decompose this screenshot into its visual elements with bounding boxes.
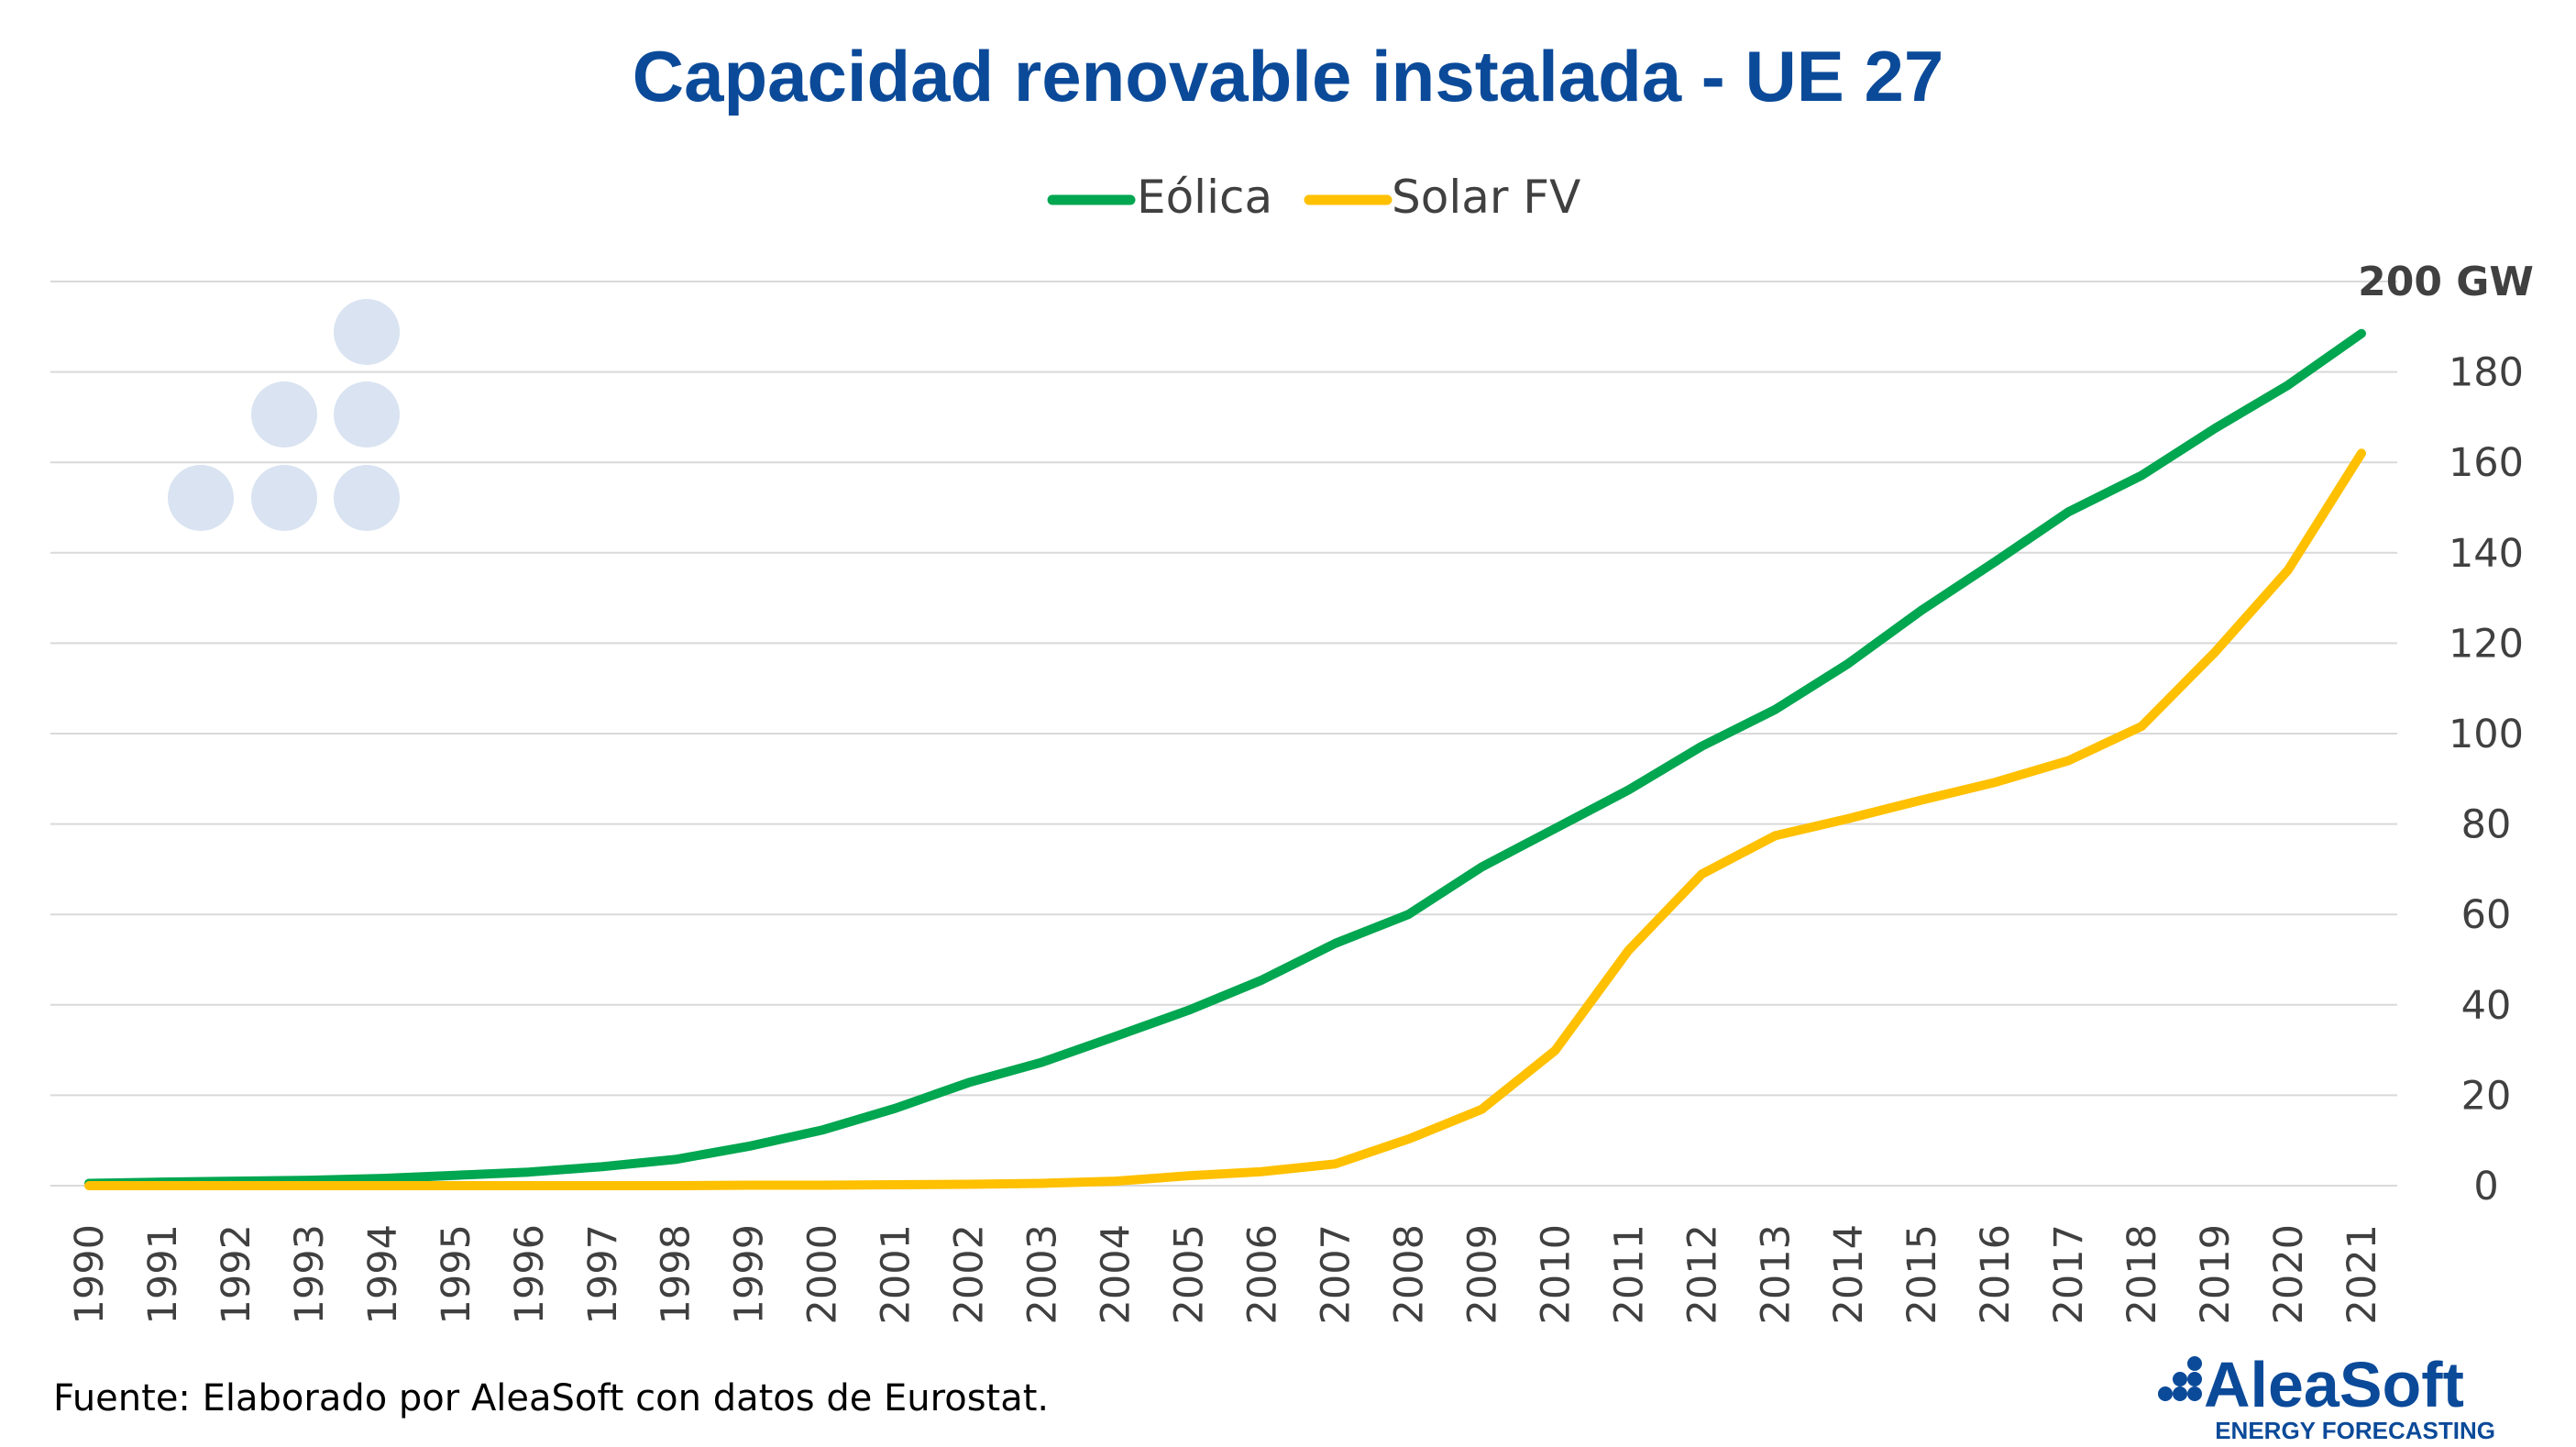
watermark-dots-icon	[168, 299, 400, 531]
y-tick-label: 100	[2449, 712, 2524, 757]
x-tick-label: 2010	[1533, 1224, 1579, 1324]
x-tick-label: 2004	[1094, 1224, 1139, 1324]
x-tick-label: 2016	[1973, 1224, 2019, 1324]
x-tick-label: 2021	[2339, 1224, 2385, 1324]
x-tick-label: 2014	[1826, 1224, 1872, 1324]
x-tick-label: 1997	[580, 1224, 626, 1324]
y-tick-label: 160	[2449, 440, 2524, 486]
series-lines	[84, 328, 2366, 1190]
x-tick-label: 1990	[67, 1224, 113, 1324]
x-tick-label: 1993	[287, 1224, 333, 1324]
x-tick-label: 1992	[214, 1224, 259, 1324]
x-tick-label: 1995	[434, 1224, 479, 1324]
x-tick-label: 1991	[140, 1224, 186, 1324]
y-tick-label: 40	[2461, 983, 2512, 1029]
x-tick-label: 2012	[1679, 1224, 1725, 1324]
x-tick-label: 2020	[2266, 1224, 2312, 1324]
logo-dots-icon	[2158, 1356, 2202, 1401]
aleasoft-logo: AleaSoft ENERGY FORECASTING	[2158, 1349, 2495, 1444]
y-tick-label: 180	[2449, 350, 2524, 396]
chart-title: Capacidad renovable instalada - UE 27	[633, 36, 1944, 116]
x-tick-label: 2000	[800, 1224, 846, 1324]
y-tick-label: 140	[2449, 531, 2524, 577]
x-tick-label: 2017	[2046, 1224, 2092, 1324]
x-tick-label: 2007	[1313, 1224, 1359, 1324]
x-tick-label: 1996	[507, 1224, 553, 1324]
x-tick-label: 2006	[1239, 1224, 1285, 1324]
gridlines	[50, 281, 2397, 1187]
x-axis: 1990 1991 1992 1993 1994 1995 1996 1997 1998 1999…	[67, 1224, 2385, 1324]
x-tick-label: 2018	[2119, 1224, 2165, 1324]
x-tick-label: 1998	[654, 1224, 699, 1324]
legend: Eólica Solar FV	[1047, 171, 1580, 224]
series-line-eolica	[84, 328, 2366, 1188]
x-tick-label: 1999	[727, 1224, 773, 1324]
y-tick-label: 60	[2461, 892, 2512, 938]
x-tick-label: 2003	[1020, 1224, 1066, 1324]
x-tick-label: 2011	[1606, 1224, 1652, 1324]
brand-name: AleaSoft	[2204, 1349, 2464, 1420]
brand-tagline: ENERGY FORECASTING	[2215, 1417, 2495, 1444]
y-axis-top-label: 200 GW	[2358, 259, 2534, 305]
legend-label-solar: Solar FV	[1392, 171, 1580, 224]
x-tick-label: 2015	[1899, 1224, 1945, 1324]
y-tick-label: 120	[2449, 621, 2524, 667]
y-tick-label: 20	[2461, 1073, 2512, 1119]
y-tick-label: 0	[2473, 1164, 2498, 1210]
x-tick-label: 2002	[947, 1224, 993, 1324]
y-tick-label: 80	[2461, 802, 2512, 848]
x-tick-label: 2008	[1386, 1224, 1432, 1324]
source-note: Fuente: Elaborado por AleaSoft con datos…	[53, 1377, 1049, 1419]
legend-label-eolica: Eólica	[1137, 171, 1272, 224]
y-axis: 0 20 40 60 80 100 120 140 160 180	[2449, 350, 2524, 1210]
x-tick-label: 2001	[874, 1224, 919, 1324]
x-tick-label: 2005	[1167, 1224, 1213, 1324]
x-tick-label: 2013	[1753, 1224, 1799, 1324]
x-tick-label: 1994	[360, 1224, 406, 1324]
x-tick-label: 2009	[1459, 1224, 1505, 1324]
series-line-solar-fv	[84, 448, 2366, 1190]
x-tick-label: 2019	[2193, 1224, 2239, 1324]
